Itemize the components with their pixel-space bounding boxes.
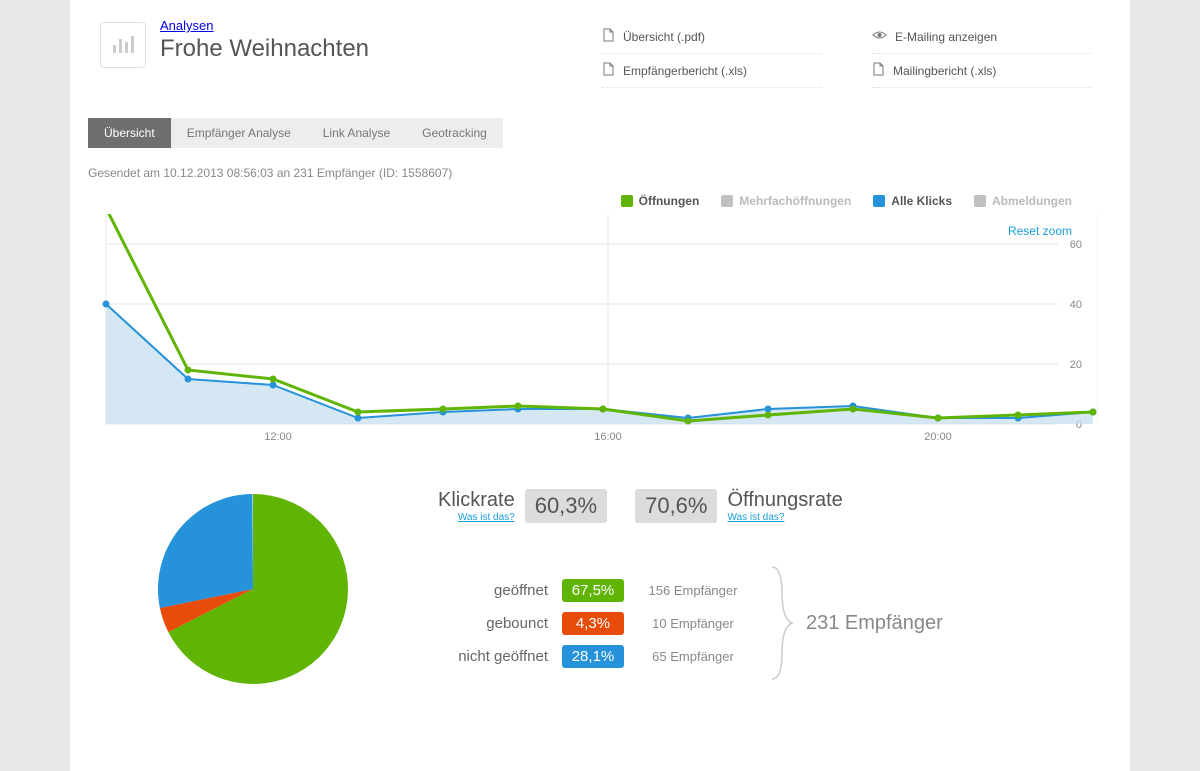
legend-label: Mehrfachöffnungen [739, 194, 851, 208]
legend-item[interactable]: Öffnungen [621, 194, 700, 208]
open-rate-value: 70,6% [635, 489, 717, 523]
header-link-label: E-Mailing anzeigen [895, 30, 997, 44]
breakdown-count: 10 Empfänger [638, 616, 748, 631]
svg-text:20:00: 20:00 [924, 431, 952, 443]
click-rate-help-link[interactable]: Was ist das? [438, 512, 515, 523]
total-recipients: 231 Empfänger [806, 612, 943, 635]
click-rate-label: Klickrate [438, 489, 515, 511]
svg-text:20: 20 [1070, 359, 1082, 371]
header-links: Übersicht (.pdf)Empfängerbericht (.xls) … [602, 18, 1112, 88]
page-title: Frohe Weihnachten [160, 35, 369, 63]
header-link[interactable]: E-Mailing anzeigen [872, 20, 1092, 54]
header-link-label: Empfängerbericht (.xls) [623, 64, 747, 78]
open-rate-label: Öffnungsrate [727, 489, 842, 511]
legend-item[interactable]: Alle Klicks [873, 194, 952, 208]
breakdown-row: gebounct 4,3% 10 Empfänger [438, 612, 748, 635]
legend-swatch-icon [621, 195, 633, 207]
breakdown-row: nicht geöffnet 28,1% 65 Empfänger [438, 645, 748, 668]
breakdown-pct-badge: 4,3% [562, 612, 624, 635]
reset-zoom-link[interactable]: Reset zoom [1008, 224, 1072, 238]
legend-item[interactable]: Mehrfachöffnungen [721, 194, 851, 208]
legend-swatch-icon [873, 195, 885, 207]
breadcrumb-link[interactable]: Analysen [160, 18, 213, 33]
svg-text:60: 60 [1070, 239, 1082, 251]
breakdown-pct-badge: 28,1% [562, 645, 624, 668]
report-icon [100, 22, 146, 68]
chart-legend: Öffnungen Mehrfachöffnungen Alle Klicks Abm… [88, 188, 1112, 214]
eye-icon [872, 28, 887, 45]
sent-info: Gesendet am 10.12.2013 08:56:03 an 231 E… [88, 166, 1112, 180]
svg-text:40: 40 [1070, 299, 1082, 311]
click-rate: Klickrate Was ist das? 60,3% [438, 489, 607, 523]
header-link[interactable]: Übersicht (.pdf) [602, 20, 822, 54]
legend-label: Alle Klicks [891, 194, 952, 208]
tab-geotracking[interactable]: Geotracking [406, 118, 503, 148]
file-icon [602, 62, 615, 79]
tab-übersicht[interactable]: Übersicht [88, 118, 171, 148]
breakdown-label: nicht geöffnet [438, 648, 548, 665]
header-link-label: Übersicht (.pdf) [623, 30, 705, 44]
legend-swatch-icon [974, 195, 986, 207]
legend-item[interactable]: Abmeldungen [974, 194, 1072, 208]
click-rate-value: 60,3% [525, 489, 607, 523]
svg-text:16:00: 16:00 [594, 431, 622, 443]
svg-text:12:00: 12:00 [264, 431, 292, 443]
brace-icon [768, 563, 796, 683]
tabs: ÜbersichtEmpfänger AnalyseLink AnalyseGe… [88, 118, 1112, 148]
file-icon [602, 28, 615, 45]
header-link[interactable]: Mailingbericht (.xls) [872, 54, 1092, 88]
breakdown-count: 156 Empfänger [638, 583, 748, 598]
legend-label: Abmeldungen [992, 194, 1072, 208]
legend-swatch-icon [721, 195, 733, 207]
tab-empfänger-analyse[interactable]: Empfänger Analyse [171, 118, 307, 148]
breakdown-label: geöffnet [438, 582, 548, 599]
header-link-label: Mailingbericht (.xls) [893, 64, 996, 78]
breakdown-label: gebounct [438, 615, 548, 632]
legend-label: Öffnungen [639, 194, 700, 208]
timeline-chart: Reset zoom 020406012:0016:0020:00 [88, 214, 1112, 449]
breakdown-pct-badge: 67,5% [562, 579, 624, 602]
pie-chart [153, 489, 353, 689]
breakdown-count: 65 Empfänger [638, 649, 748, 664]
tab-link-analyse[interactable]: Link Analyse [307, 118, 406, 148]
file-icon [872, 62, 885, 79]
header-link[interactable]: Empfängerbericht (.xls) [602, 54, 822, 88]
page-header: Analysen Frohe Weihnachten Übersicht (.p… [88, 0, 1112, 108]
open-rate: 70,6% Öffnungsrate Was ist das? [635, 489, 843, 523]
breakdown-row: geöffnet 67,5% 156 Empfänger [438, 579, 748, 602]
open-rate-help-link[interactable]: Was ist das? [727, 512, 842, 523]
